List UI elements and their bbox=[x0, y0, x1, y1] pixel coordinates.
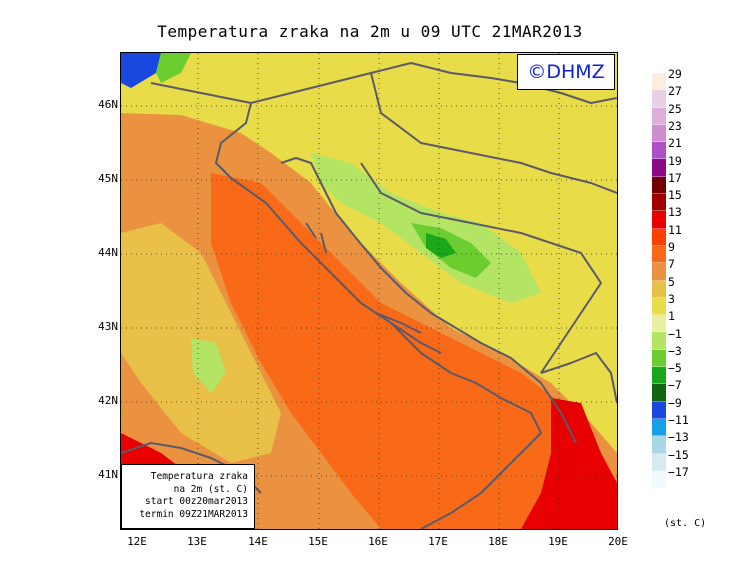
legend-color-box bbox=[652, 332, 666, 350]
legend-color-box bbox=[652, 211, 666, 229]
legend-label: 19 bbox=[668, 153, 682, 168]
legend-label: 29 bbox=[668, 67, 682, 81]
y-tick-44n: 44N bbox=[98, 246, 118, 259]
island-4 bbox=[320, 232, 327, 254]
legend-label: 13 bbox=[668, 205, 682, 220]
legend-label: −7 bbox=[668, 378, 682, 393]
legend-color-box bbox=[652, 349, 666, 368]
legend-color-box bbox=[652, 418, 666, 437]
info-line-3: start 00z20mar2013 bbox=[145, 496, 248, 507]
legend-label: 9 bbox=[668, 240, 675, 254]
legend-color-box bbox=[652, 453, 666, 471]
temperature-map bbox=[120, 52, 618, 530]
legend-color-box bbox=[652, 194, 666, 212]
north-west-green bbox=[156, 53, 191, 83]
y-tick-41n: 41N bbox=[98, 468, 118, 481]
x-tick-18e: 18E bbox=[488, 535, 508, 548]
y-tick-43n: 43N bbox=[98, 320, 118, 333]
legend-label: 23 bbox=[668, 118, 682, 133]
montenegro-border bbox=[540, 352, 617, 404]
legend-label: −17 bbox=[668, 464, 689, 479]
legend-color-box bbox=[652, 297, 666, 316]
x-tick-13e: 13E bbox=[187, 535, 207, 548]
legend-label: −5 bbox=[668, 361, 682, 376]
legend-label: −3 bbox=[668, 343, 682, 358]
legend-label: 21 bbox=[668, 136, 682, 151]
y-tick-46n: 46N bbox=[98, 98, 118, 111]
island-3 bbox=[305, 222, 317, 239]
legend-label: 5 bbox=[668, 274, 675, 289]
legend-color-box bbox=[652, 470, 666, 489]
legend-color-box bbox=[652, 228, 666, 246]
x-tick-15e: 15E bbox=[308, 535, 328, 548]
legend-color-box bbox=[652, 436, 666, 454]
info-box: Temperatura zraka na 2m (st. C) start 00… bbox=[121, 464, 255, 529]
x-tick-20e: 20E bbox=[608, 535, 628, 548]
legend-label: −1 bbox=[668, 326, 682, 341]
legend-label: 15 bbox=[668, 188, 682, 203]
croatia-inland-border bbox=[370, 72, 617, 194]
croatian-coast bbox=[280, 157, 577, 444]
highland-peak-green bbox=[426, 233, 456, 258]
legend-color-box bbox=[652, 159, 666, 177]
legend-label: 17 bbox=[668, 170, 682, 185]
italy-highland-green bbox=[191, 338, 226, 393]
x-tick-12e: 12E bbox=[127, 535, 147, 548]
x-tick-14e: 14E bbox=[248, 535, 268, 548]
info-line-1: Temperatura zraka bbox=[150, 471, 248, 482]
legend-color-box bbox=[652, 384, 666, 402]
legend-color-box bbox=[652, 280, 666, 298]
legend-unit: (st. C) bbox=[664, 518, 707, 529]
open-sea-central-orange bbox=[211, 173, 591, 529]
legend-label: −15 bbox=[668, 447, 689, 462]
color-legend bbox=[652, 73, 666, 489]
legend-color-box bbox=[652, 263, 666, 281]
y-tick-42n: 42N bbox=[98, 394, 118, 407]
legend-label: 11 bbox=[668, 222, 682, 237]
dhmz-logo: ©DHMZ bbox=[517, 54, 615, 90]
island-1 bbox=[375, 312, 422, 334]
info-line-4: termin 09Z21MAR2013 bbox=[139, 508, 248, 520]
coastlines-borders bbox=[121, 62, 617, 529]
legend-color-box bbox=[652, 401, 666, 419]
legend-label: −13 bbox=[668, 430, 689, 445]
legend-color-box bbox=[652, 367, 666, 385]
info-line-2: na 2m (st. C) bbox=[173, 483, 248, 495]
north-west-blue bbox=[121, 53, 161, 88]
x-tick-17e: 17E bbox=[428, 535, 448, 548]
legend-color-box bbox=[652, 142, 666, 160]
legend-label: 3 bbox=[668, 291, 675, 306]
x-tick-16e: 16E bbox=[368, 535, 388, 548]
y-tick-45n: 45N bbox=[98, 172, 118, 185]
legend-label: 25 bbox=[668, 101, 682, 116]
legend-label: 7 bbox=[668, 257, 675, 272]
island-2 bbox=[390, 322, 442, 354]
national-borders bbox=[250, 62, 617, 104]
legend-label: 27 bbox=[668, 84, 682, 99]
legend-color-box bbox=[652, 90, 666, 108]
legend-label: −11 bbox=[668, 413, 689, 427]
legend-label: 1 bbox=[668, 309, 675, 324]
x-tick-19e: 19E bbox=[548, 535, 568, 548]
bosnia-border bbox=[360, 162, 602, 374]
legend-color-box bbox=[652, 315, 666, 333]
legend-color-box bbox=[652, 107, 666, 125]
legend-color-box bbox=[652, 124, 666, 143]
legend-label: −9 bbox=[668, 395, 682, 410]
legend-color-box bbox=[652, 245, 666, 264]
temperature-field bbox=[121, 53, 617, 529]
south-east-red bbox=[521, 398, 617, 529]
map-title: Temperatura zraka na 2m u 09 UTC 21MAR20… bbox=[157, 22, 583, 41]
legend-color-box bbox=[652, 73, 666, 91]
legend-color-box bbox=[652, 176, 666, 195]
